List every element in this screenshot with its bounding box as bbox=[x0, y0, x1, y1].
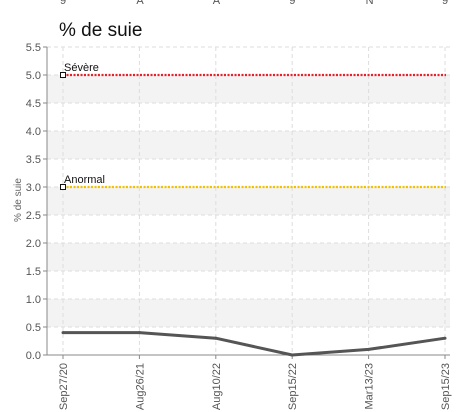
threshold-label: Anormal bbox=[64, 174, 105, 186]
top-cut-labels: 9 A A 9 N 9 bbox=[60, 0, 448, 7]
plot-band bbox=[47, 131, 450, 159]
data-series bbox=[61, 331, 447, 357]
plot-band bbox=[47, 75, 450, 103]
y-tick-label: 1.5 bbox=[26, 266, 41, 278]
threshold-marker bbox=[60, 184, 66, 190]
top-cut-label: N bbox=[366, 0, 374, 7]
x-tick-label: Sep15/22 bbox=[287, 363, 299, 410]
data-point bbox=[214, 336, 218, 340]
plot-band bbox=[47, 243, 450, 271]
x-axis: Sep27/20 Aug26/21 Aug10/22 Sep15/22 Mar13/23… bbox=[47, 354, 452, 410]
y-tick-label: 5.5 bbox=[26, 42, 41, 54]
y-axis-title: % de suie bbox=[13, 178, 24, 222]
grid-lines bbox=[47, 46, 450, 356]
plot-band bbox=[47, 187, 450, 215]
top-cut-label: A bbox=[213, 0, 221, 7]
x-tick-label: Sep27/20 bbox=[58, 363, 70, 410]
plot-band bbox=[47, 299, 450, 327]
data-point bbox=[367, 347, 371, 351]
x-tick-label: Sep15/23 bbox=[440, 363, 452, 410]
chart-title: % de suie bbox=[59, 20, 142, 41]
x-tick-label: Aug26/21 bbox=[134, 363, 146, 410]
data-point bbox=[61, 331, 65, 335]
y-tick-label: 4.0 bbox=[26, 126, 41, 138]
y-tick-label: 0.0 bbox=[26, 350, 41, 362]
data-point bbox=[290, 353, 294, 357]
top-cut-label: 9 bbox=[60, 0, 66, 7]
threshold-label: Sévère bbox=[64, 62, 99, 74]
threshold-marker bbox=[60, 72, 66, 78]
y-tick-label: 2.0 bbox=[26, 238, 41, 250]
y-tick-label: 2.5 bbox=[26, 210, 41, 222]
plot-bands bbox=[47, 75, 450, 327]
data-point bbox=[443, 336, 447, 340]
top-cut-label: 9 bbox=[442, 0, 448, 7]
threshold-lines: Sévère Anormal bbox=[60, 62, 446, 190]
y-tick-label: 3.5 bbox=[26, 154, 41, 166]
top-cut-label: 9 bbox=[289, 0, 295, 7]
y-tick-label: 3.0 bbox=[26, 182, 41, 194]
top-cut-label: A bbox=[136, 0, 144, 7]
y-tick-label: 4.5 bbox=[26, 98, 41, 110]
y-tick-label: 5.0 bbox=[26, 70, 41, 82]
data-point bbox=[137, 331, 141, 335]
y-axis: 0.0 0.5 1.0 1.5 2.0 2.5 3.0 3.5 4.0 4.5 5.0 5.5 bbox=[26, 42, 48, 362]
x-tick-label: Aug10/22 bbox=[211, 363, 223, 410]
y-tick-label: 0.5 bbox=[26, 322, 41, 334]
y-tick-label: 1.0 bbox=[26, 294, 41, 306]
x-tick-label: Mar13/23 bbox=[364, 363, 376, 409]
series-line bbox=[63, 331, 446, 357]
